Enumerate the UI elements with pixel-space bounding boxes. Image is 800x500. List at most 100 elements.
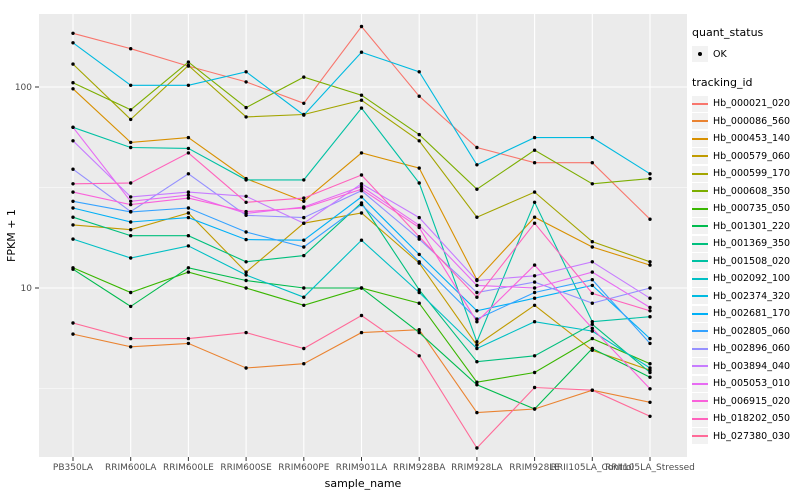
- line-swatch-icon: [692, 95, 708, 112]
- data-point-Hb_002681_170: [129, 220, 133, 224]
- data-point-Hb_000599_170: [129, 117, 133, 122]
- data-point-Hb_027380_030: [71, 321, 75, 325]
- x-tick-label: RRIM600LA: [105, 463, 157, 473]
- x-tick-label: RRIM928BA: [393, 463, 446, 473]
- legend-item-Hb_000608_350: Hb_000608_350: [692, 183, 798, 199]
- data-point-Hb_001369_350: [186, 234, 191, 238]
- data-point-Hb_018202_050: [244, 200, 248, 204]
- data-point-Hb_002805_060: [648, 341, 652, 346]
- data-point-Hb_002805_060: [302, 245, 306, 249]
- data-point-Hb_002374_320: [359, 50, 364, 54]
- data-point-Hb_002092_100: [648, 366, 652, 370]
- data-point-Hb_001508_020: [475, 340, 479, 344]
- data-point-Hb_000608_350: [186, 60, 191, 64]
- data-point-Hb_000021_020: [590, 161, 594, 165]
- data-point-Hb_002374_320: [648, 172, 652, 176]
- data-point-Hb_000579_060: [359, 211, 364, 215]
- data-point-Hb_000021_020: [244, 80, 248, 84]
- data-point-Hb_002092_100: [532, 320, 537, 324]
- data-point-Hb_002374_320: [129, 83, 133, 88]
- data-point-Hb_000599_170: [359, 98, 364, 102]
- line-swatch-icon: [692, 358, 708, 374]
- x-tick-label: RRIM928LA: [451, 463, 503, 473]
- data-point-Hb_002681_170: [417, 252, 421, 257]
- data-point-Hb_018202_050: [359, 173, 364, 177]
- data-point-Hb_000086_560: [359, 330, 364, 335]
- data-point-Hb_002805_060: [475, 317, 479, 321]
- data-point-Hb_002092_100: [475, 346, 479, 351]
- data-point-Hb_001369_350: [532, 354, 537, 358]
- data-point-Hb_000021_020: [302, 101, 306, 106]
- data-point-Hb_027380_030: [590, 388, 594, 392]
- data-point-Hb_001508_020: [590, 320, 594, 324]
- data-point-Hb_002896_060: [648, 286, 652, 290]
- data-point-Hb_002374_320: [244, 70, 248, 74]
- data-point-Hb_000453_140: [532, 215, 537, 219]
- legend-item-Hb_000086_560: Hb_000086_560: [692, 113, 798, 129]
- data-point-Hb_000608_350: [359, 93, 364, 97]
- data-point-Hb_006915_020: [186, 196, 191, 200]
- legend-item-Hb_001508_020: Hb_001508_020: [692, 253, 798, 269]
- data-point-Hb_000608_350: [590, 182, 594, 186]
- data-point-Hb_000453_140: [129, 140, 133, 145]
- data-point-Hb_002092_100: [302, 295, 306, 299]
- data-point-Hb_001508_020: [417, 181, 421, 185]
- data-point-Hb_000599_170: [417, 139, 421, 143]
- data-point-Hb_006915_020: [648, 387, 652, 391]
- data-point-Hb_027380_030: [417, 354, 421, 358]
- line-swatch-icon: [692, 340, 708, 357]
- legend-item-Hb_002681_170: Hb_002681_170: [692, 305, 798, 322]
- data-point-Hb_002896_060: [186, 172, 191, 176]
- data-point-Hb_003894_040: [359, 182, 364, 186]
- data-point-Hb_000735_050: [186, 270, 191, 274]
- legend-item-Hb_027380_030: Hb_027380_030: [692, 428, 798, 444]
- data-point-Hb_000086_560: [186, 341, 191, 346]
- data-point-Hb_005053_010: [475, 283, 479, 288]
- data-point-Hb_003894_040: [186, 190, 191, 194]
- data-point-Hb_000608_350: [532, 148, 537, 152]
- data-point-Hb_001369_350: [129, 234, 133, 238]
- line-swatch-icon: [692, 270, 708, 287]
- data-point-Hb_006915_020: [359, 187, 364, 191]
- legend-title-quant-status: quant_status: [692, 26, 764, 39]
- data-point-Hb_000599_170: [71, 62, 75, 66]
- legend-title-tracking-id: tracking_id: [692, 75, 753, 89]
- data-point-Hb_000608_350: [302, 75, 306, 79]
- data-point-Hb_000608_350: [648, 176, 652, 181]
- data-point-Hb_000086_560: [244, 366, 248, 370]
- data-point-Hb_000579_060: [71, 223, 75, 227]
- data-point-Hb_000021_020: [417, 94, 421, 98]
- data-point-Hb_001508_020: [532, 200, 537, 204]
- data-point-Hb_002374_320: [186, 83, 191, 88]
- data-point-Hb_000021_020: [648, 217, 652, 221]
- data-point-Hb_000086_560: [475, 410, 479, 415]
- legend-label: Hb_001508_020: [713, 255, 791, 267]
- line-swatch-icon: [692, 218, 708, 234]
- data-point-Hb_000453_140: [417, 166, 421, 170]
- data-point-Hb_000599_170: [244, 115, 248, 119]
- data-point-Hb_002681_170: [532, 296, 537, 300]
- data-point-Hb_000579_060: [244, 270, 248, 274]
- legend-item-Hb_002805_060: Hb_002805_060: [692, 323, 798, 339]
- data-point-Hb_006915_020: [129, 202, 133, 207]
- legend-item-Hb_018202_050: Hb_018202_050: [692, 410, 798, 427]
- data-point-Hb_003894_040: [648, 296, 652, 300]
- legend-item-Hb_000579_060: Hb_000579_060: [692, 148, 798, 164]
- line-swatch-icon: [692, 393, 708, 409]
- data-point-Hb_002805_060: [590, 278, 594, 282]
- data-point-Hb_002805_060: [71, 199, 75, 203]
- x-tick-label: RRIM600LE: [163, 463, 214, 473]
- legend-item-Hb_000599_170: Hb_000599_170: [692, 165, 798, 182]
- data-point-Hb_000599_170: [648, 260, 652, 264]
- data-point-Hb_000599_170: [532, 190, 537, 194]
- data-point-Hb_002681_170: [302, 238, 306, 242]
- data-point-Hb_002092_100: [71, 237, 75, 241]
- data-point-Hb_000453_140: [590, 245, 594, 249]
- data-point-Hb_003894_040: [244, 194, 248, 198]
- line-swatch-icon: [692, 410, 708, 427]
- data-point-Hb_001508_020: [359, 106, 364, 110]
- legend-label: Hb_027380_030: [713, 430, 791, 442]
- x-tick-label: RRIM600PE: [278, 463, 330, 473]
- data-point-Hb_001301_220: [302, 286, 306, 290]
- x-tick-label: PB350LA: [53, 463, 94, 473]
